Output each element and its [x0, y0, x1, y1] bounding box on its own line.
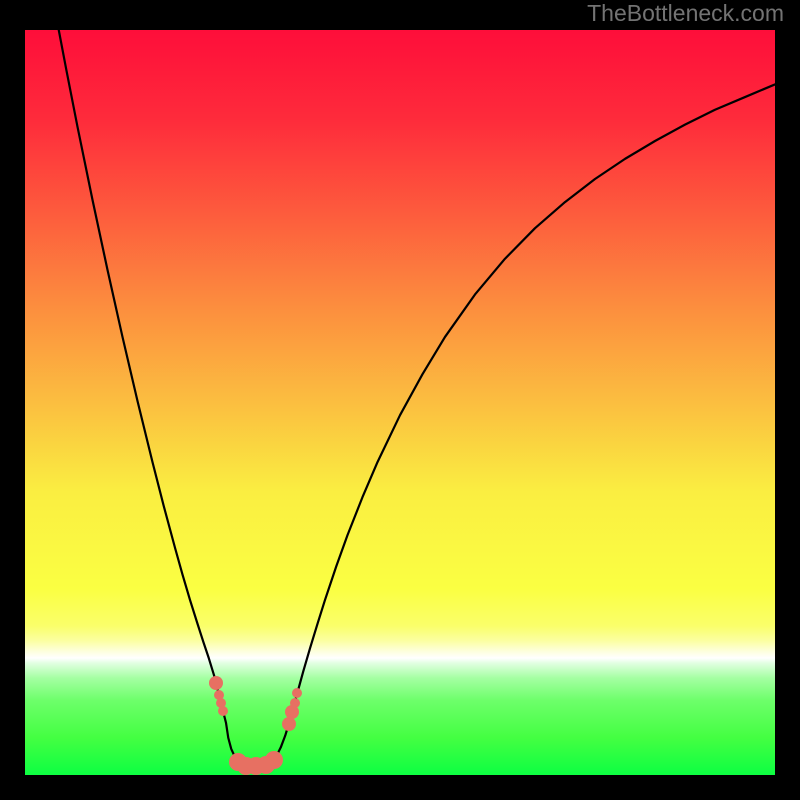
data-marker — [265, 751, 283, 769]
data-marker — [292, 688, 302, 698]
plot-area — [25, 30, 775, 775]
watermark-text: TheBottleneck.com — [587, 0, 784, 27]
data-marker — [285, 705, 299, 719]
bottleneck-curve — [59, 30, 775, 766]
data-marker — [209, 676, 223, 690]
data-marker — [290, 698, 300, 708]
data-marker — [218, 706, 228, 716]
curve-layer — [25, 30, 775, 775]
